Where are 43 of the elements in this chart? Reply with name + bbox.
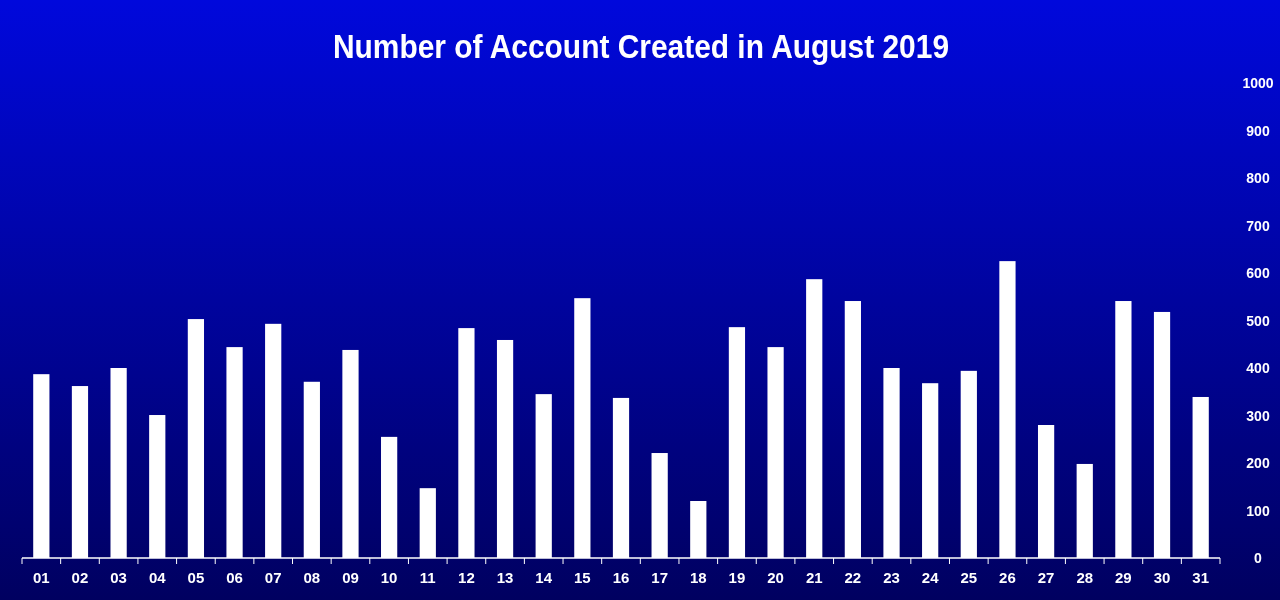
x-tick-label: 27 — [1037, 569, 1055, 586]
x-tick-label: 25 — [960, 569, 978, 586]
x-tick-label: 22 — [844, 569, 862, 586]
x-tick-label: 03 — [110, 569, 127, 586]
x-tick-label: 07 — [264, 569, 282, 586]
y-tick-label: 600 — [1246, 265, 1270, 281]
y-tick-label: 0 — [1254, 550, 1263, 566]
x-tick-label: 31 — [1192, 569, 1210, 586]
y-tick-label: 800 — [1246, 170, 1270, 186]
x-tick-label: 21 — [805, 569, 823, 586]
x-tick-label: 14 — [535, 569, 553, 586]
x-tick-label: 10 — [380, 569, 398, 586]
y-tick-label: 100 — [1246, 502, 1270, 519]
y-tick-label: 700 — [1246, 217, 1270, 234]
x-tick-label: 30 — [1153, 569, 1171, 586]
x-tick-label: 02 — [71, 569, 89, 586]
x-tick-label: 09 — [342, 569, 359, 586]
chart-title: Number of Account Created in August 2019 — [332, 27, 950, 66]
x-tick-label: 20 — [767, 569, 784, 586]
x-tick-label: 23 — [883, 569, 900, 586]
x-tick-label: 12 — [458, 569, 475, 586]
x-tick-label: 29 — [1115, 569, 1132, 586]
y-tick-label: 300 — [1246, 407, 1270, 424]
x-tick-label: 06 — [226, 569, 243, 586]
x-tick-label: 01 — [32, 569, 50, 586]
y-tick-label: 1000 — [1242, 75, 1274, 91]
x-tick-label: 05 — [187, 569, 205, 586]
x-tick-label: 26 — [999, 569, 1016, 586]
x-tick-label: 04 — [148, 569, 167, 586]
x-tick-label: 08 — [303, 569, 321, 586]
x-tick-label: 16 — [612, 569, 630, 586]
x-tick-label: 13 — [496, 569, 514, 586]
y-tick-label: 900 — [1246, 122, 1270, 139]
y-tick-label: 400 — [1246, 360, 1270, 376]
x-tick-label: 18 — [689, 569, 707, 586]
x-tick-label: 15 — [574, 569, 591, 586]
y-tick-label: 500 — [1246, 312, 1270, 329]
x-tick-label: 24 — [921, 569, 940, 586]
x-tick-label: 17 — [651, 569, 668, 586]
x-tick-label: 19 — [728, 569, 746, 586]
x-tick-label: 28 — [1076, 569, 1094, 586]
x-tick-label: 11 — [419, 569, 436, 586]
y-tick-label: 200 — [1246, 455, 1270, 471]
